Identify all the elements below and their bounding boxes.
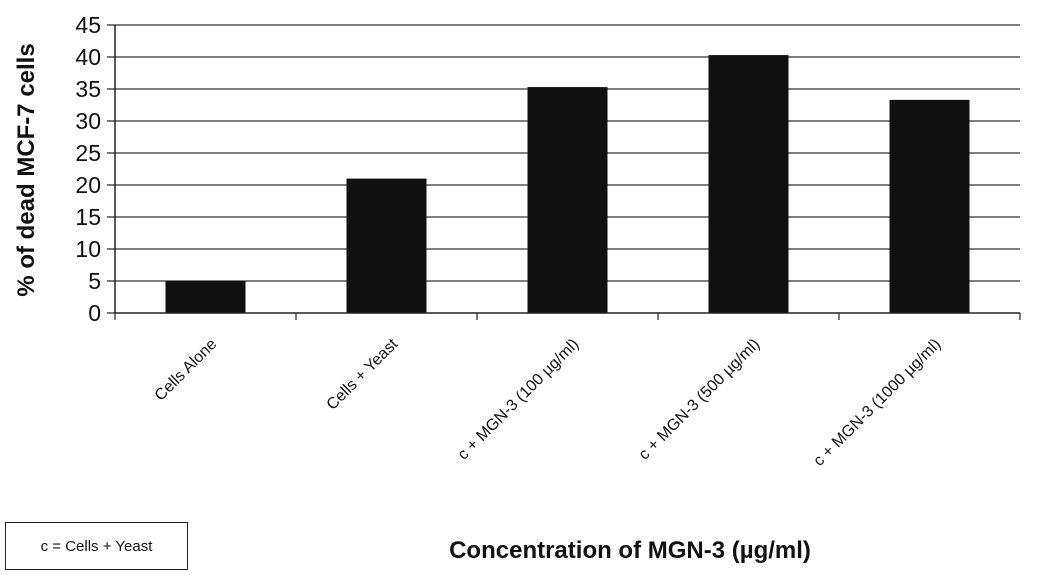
- axes: [107, 24, 1021, 320]
- y-tick-label: 45: [75, 12, 101, 38]
- x-axis-label: Concentration of MGN-3 (µg/ml): [449, 537, 811, 564]
- y-tick-label: 15: [75, 204, 101, 230]
- y-tick-label: 25: [75, 140, 101, 166]
- x-tick-label: c + MGN-3 (500 µg/ml): [636, 336, 764, 464]
- bar: [889, 99, 970, 313]
- x-tick-label: c + MGN-3 (100 µg/ml): [455, 336, 583, 464]
- y-tick-label: 10: [75, 236, 101, 262]
- x-tick-label: Cells Alone: [152, 336, 221, 405]
- bar: [346, 178, 427, 313]
- abbreviation-note: c = Cells + Yeast: [5, 522, 188, 570]
- x-tick-labels: Cells Alone Cells + Yeast c + MGN-3 (100 µ…: [152, 335, 945, 469]
- y-axis-label: % of dead MCF-7 cells: [13, 43, 40, 296]
- bar: [527, 87, 608, 313]
- bar: [165, 281, 246, 313]
- y-tick-label: 20: [75, 172, 101, 198]
- x-tick-label: c + MGN-3 (1000 µg/ml): [810, 336, 944, 470]
- y-tick-label: 30: [75, 108, 101, 134]
- y-tick-labels: 0 5 10 15 20 25 30 35 40 45: [75, 12, 101, 326]
- y-tick-label: 5: [88, 268, 101, 294]
- bar: [708, 55, 789, 313]
- y-tick-label: 35: [75, 76, 101, 102]
- x-tick-label: Cells + Yeast: [324, 335, 402, 413]
- y-tick-label: 0: [88, 300, 101, 326]
- bars: [165, 55, 970, 313]
- y-tick-label: 40: [75, 44, 101, 70]
